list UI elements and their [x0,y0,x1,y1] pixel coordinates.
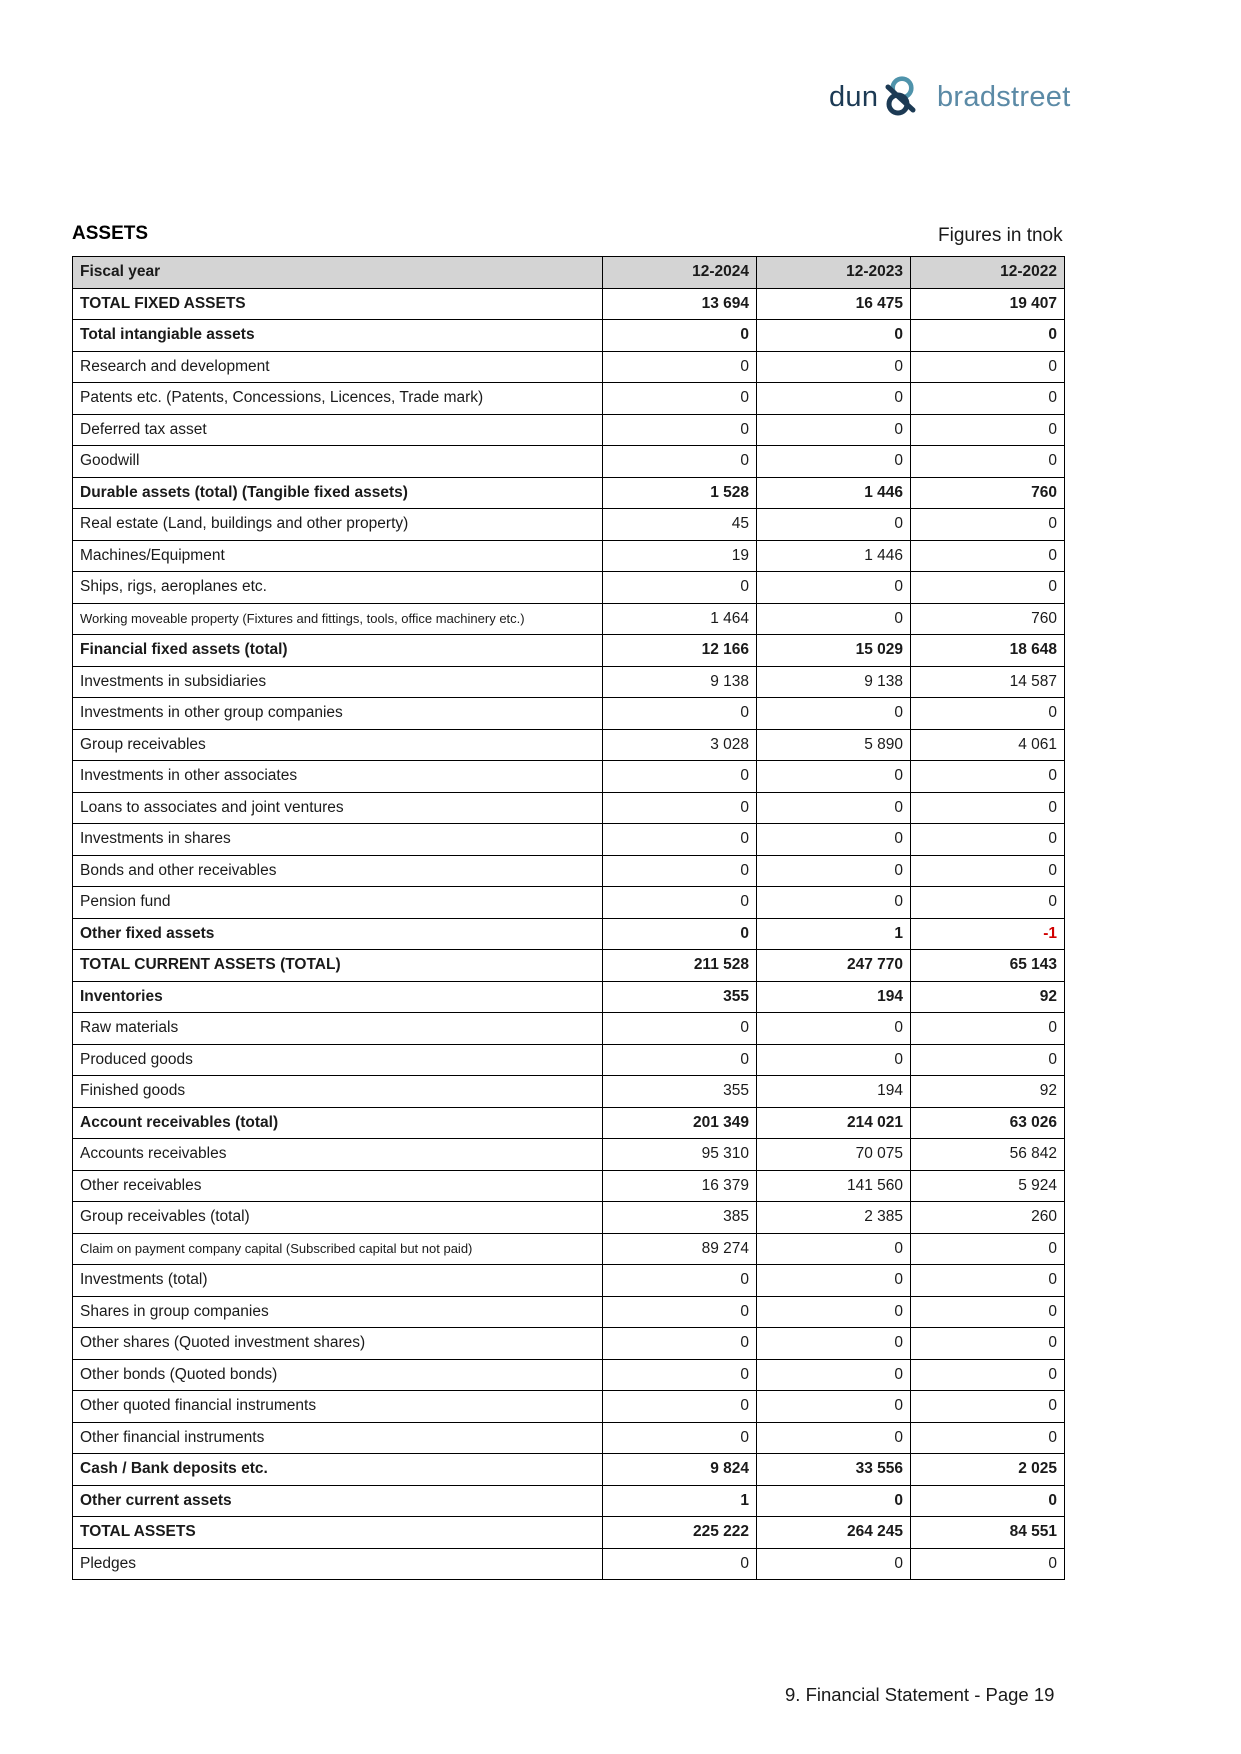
svg-text:bradstreet: bradstreet [937,81,1071,113]
svg-text:dun: dun [829,81,878,113]
